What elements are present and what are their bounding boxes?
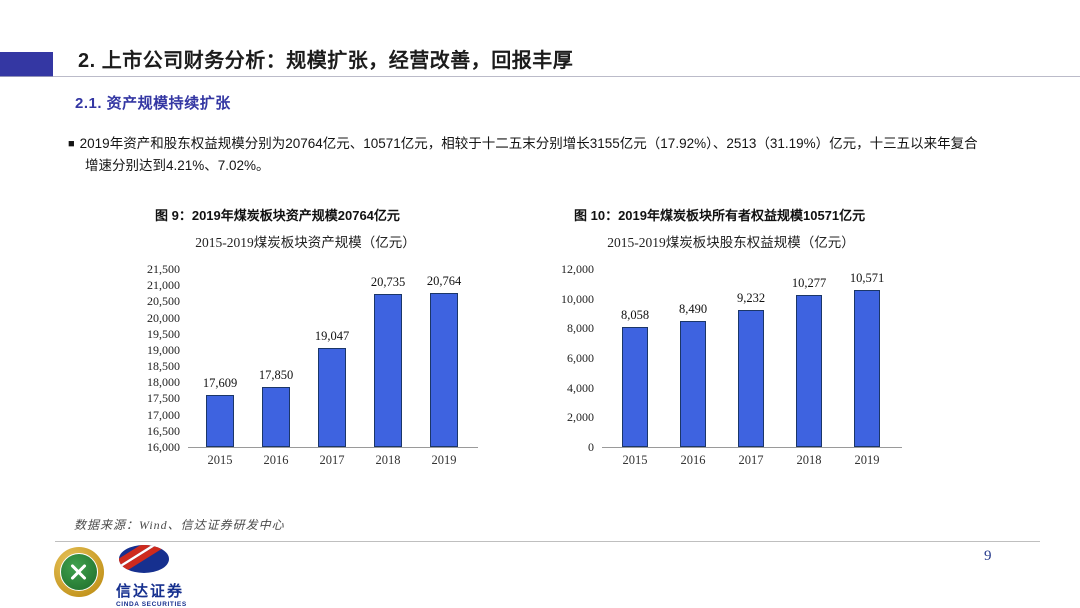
slide-title: 2. 上市公司财务分析：规模扩张，经营改善，回报丰厚 bbox=[78, 50, 574, 72]
bullet-text: 2019年资产和股东权益规模分别为20764亿元、10571亿元，相较于十二五末… bbox=[79, 136, 978, 174]
y-axis-tick-label: 21,500 bbox=[147, 262, 180, 276]
x-axis-tick-label: 2019 bbox=[854, 453, 880, 467]
bar-value-label: 19,047 bbox=[314, 329, 350, 344]
bar-2017 bbox=[738, 310, 764, 447]
chart-asset-scale: 2015-2019煤炭板块资产规模（亿元） 16,000 16,500 17,000… bbox=[138, 231, 478, 473]
y-axis-tick-label: 16,000 bbox=[147, 440, 180, 454]
cinda-logo-subtext: CINDA SECURITIES bbox=[116, 601, 187, 608]
bar-value-label: 10,571 bbox=[849, 271, 885, 286]
chart-plot-area-equity-scale: 0 2,000 4,000 6,000 8,000 10,000 12,000 8,058 20… bbox=[556, 262, 906, 473]
bar-2016 bbox=[262, 387, 290, 447]
title-accent-square bbox=[0, 52, 53, 77]
y-axis-tick-label: 17,500 bbox=[147, 391, 180, 406]
bullet-paragraph: ■ 2019年资产和股东权益规模分别为20764亿元、10571亿元，相较于十二五… bbox=[68, 133, 978, 178]
y-axis-tick-label: 2,000 bbox=[567, 410, 594, 425]
bar-value-label: 17,609 bbox=[202, 375, 238, 390]
bar-value-label: 8,058 bbox=[620, 308, 650, 323]
page-number: 9 bbox=[984, 548, 992, 564]
y-axis-tick-label: 4,000 bbox=[567, 380, 594, 395]
figure-9-caption: 图 9：2019年煤炭板块资产规模20764亿元 bbox=[155, 208, 400, 223]
coal-association-emblem-icon bbox=[60, 553, 98, 591]
y-axis-tick-label: 6,000 bbox=[567, 351, 594, 365]
y-axis-tick-label: 10,000 bbox=[561, 291, 594, 306]
x-axis-tick-label: 2015 bbox=[622, 453, 648, 467]
footer-divider bbox=[55, 541, 1040, 542]
chart-plot-area-asset-scale: 16,000 16,500 17,000 17,500 18,000 18,500 19,0… bbox=[138, 262, 478, 473]
x-axis-tick-label: 2016 bbox=[680, 453, 706, 467]
bar-value-label: 10,277 bbox=[791, 275, 827, 290]
bar-value-label: 9,232 bbox=[736, 291, 766, 306]
bar-2018 bbox=[796, 294, 822, 447]
figure-10-caption: 图 10：2019年煤炭板块所有者权益规模10571亿元 bbox=[574, 208, 866, 223]
y-axis-tick-label: 0 bbox=[588, 440, 594, 454]
x-axis-tick-label: 2018 bbox=[796, 453, 822, 467]
bar-value-label: 17,850 bbox=[258, 368, 294, 383]
x-axis-tick-label: 2017 bbox=[738, 453, 764, 467]
y-axis-tick-label: 19,500 bbox=[147, 326, 180, 341]
y-axis-tick-label: 18,500 bbox=[147, 359, 180, 374]
data-source-note: 数据来源：Wind、信达证券研发中心 bbox=[74, 518, 285, 532]
bar-value-label: 20,764 bbox=[426, 273, 462, 288]
y-axis-tick-label: 21,000 bbox=[147, 278, 180, 293]
x-axis-tick-label: 2017 bbox=[319, 453, 345, 467]
x-axis-tick-label: 2016 bbox=[263, 453, 289, 467]
bar-2019 bbox=[430, 292, 458, 447]
bar-2015 bbox=[622, 327, 648, 447]
chart-title-asset-scale: 2015-2019煤炭板块资产规模（亿元） bbox=[195, 235, 416, 250]
bar-2019 bbox=[854, 290, 880, 447]
bar-2017 bbox=[318, 348, 346, 447]
x-axis-line bbox=[602, 447, 902, 448]
chart-title-equity-scale: 2015-2019煤炭板块股东权益规模（亿元） bbox=[607, 235, 855, 250]
y-axis-tick-label: 20,000 bbox=[147, 310, 180, 325]
y-axis-tick-label: 17,000 bbox=[147, 407, 180, 422]
bar-2018 bbox=[374, 293, 402, 447]
y-axis-tick-label: 19,000 bbox=[147, 342, 180, 357]
bar-2016 bbox=[680, 321, 706, 447]
section-heading: 2.1. 资产规模持续扩张 bbox=[75, 95, 231, 112]
x-axis-tick-label: 2015 bbox=[207, 453, 233, 467]
x-axis-tick-label: 2019 bbox=[431, 453, 457, 467]
y-axis-tick-label: 20,500 bbox=[147, 294, 180, 309]
coal-association-logo bbox=[54, 547, 104, 597]
y-axis-tick-label: 18,000 bbox=[147, 375, 180, 390]
y-axis-tick-label: 12,000 bbox=[561, 262, 594, 276]
chart-equity-scale: 2015-2019煤炭板块股东权益规模（亿元） 0 2,000 4,000 6,000… bbox=[556, 231, 906, 473]
x-axis-tick-label: 2018 bbox=[375, 453, 401, 467]
bullet-square-icon: ■ bbox=[68, 138, 75, 150]
x-axis-line bbox=[188, 447, 478, 448]
cinda-securities-logo: 信达证券 CINDA SECURITIES bbox=[116, 544, 196, 608]
bar-value-label: 20,735 bbox=[370, 274, 406, 289]
bar-2015 bbox=[206, 394, 234, 447]
title-underline-rule bbox=[0, 76, 1080, 77]
cinda-logo-text: 信达证券 bbox=[116, 583, 185, 600]
y-axis-tick-label: 8,000 bbox=[567, 321, 594, 336]
bar-value-label: 8,490 bbox=[678, 302, 708, 317]
y-axis-tick-label: 16,500 bbox=[147, 423, 180, 438]
cinda-globe-icon bbox=[119, 545, 169, 573]
